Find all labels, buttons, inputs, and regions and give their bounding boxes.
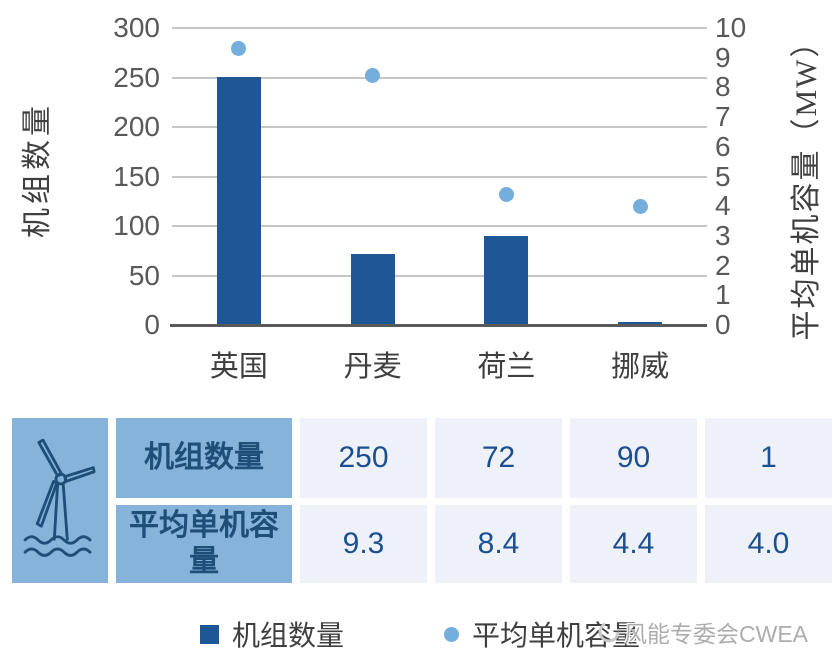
left-axis-title: 机组数量 bbox=[21, 102, 54, 238]
table-cell-avg-capacity-denmark: 8.4 bbox=[435, 505, 562, 583]
legend-item-avg-capacity: 平均单机容量 bbox=[444, 614, 640, 654]
x-axis-line bbox=[170, 324, 707, 327]
watermark-text: 风能专委会CWEA bbox=[624, 621, 808, 647]
left-axis-tick: 0 bbox=[144, 309, 160, 340]
right-axis-tick: 10 bbox=[715, 12, 747, 43]
table-row-label-unit-count: 机组数量 bbox=[116, 418, 292, 498]
right-axis-title: 平均单机容量（MW） bbox=[790, 25, 823, 341]
legend-label: 平均单机容量 bbox=[472, 621, 641, 652]
table-cell-avg-capacity-netherlands: 4.4 bbox=[570, 505, 697, 583]
dot-挪威 bbox=[632, 198, 648, 214]
right-axis-tick: 4 bbox=[715, 190, 731, 222]
x-label-挪威: 挪威 bbox=[611, 351, 670, 383]
x-label-丹麦: 丹麦 bbox=[343, 351, 402, 383]
right-axis-tick: 2 bbox=[715, 249, 731, 281]
right-axis-tick: 6 bbox=[715, 130, 731, 162]
bar-英国 bbox=[216, 77, 261, 325]
dot-英国 bbox=[231, 41, 247, 57]
legend-item-unit-count: 机组数量 bbox=[200, 614, 344, 654]
gridline bbox=[172, 274, 707, 277]
table-cell-unit-count-denmark: 72 bbox=[435, 418, 562, 498]
gridline bbox=[172, 27, 707, 29]
data-table: 机组数量 250 72 90 1 平均单机容量 9.3 8.4 4.4 4.0 bbox=[12, 418, 832, 583]
right-axis-tick: 0 bbox=[715, 309, 731, 340]
combo-chart: 机组数量 平均单机容量（MW） 0 50 100 150 200 250 300 0 1 2 3 4 5… bbox=[21, 12, 823, 383]
right-axis-tick: 7 bbox=[715, 101, 731, 133]
offshore-wind-turbine-icon bbox=[23, 438, 96, 557]
gridline bbox=[172, 76, 707, 79]
bar-挪威 bbox=[618, 322, 663, 325]
table-row-label-avg-capacity: 平均单机容量 bbox=[116, 505, 292, 583]
left-axis-tick: 150 bbox=[113, 160, 160, 192]
right-axis-tick: 5 bbox=[715, 160, 731, 192]
left-axis-tick: 300 bbox=[113, 12, 160, 43]
right-axis-tick: 9 bbox=[715, 41, 731, 73]
table-cell-avg-capacity-uk: 9.3 bbox=[300, 505, 427, 583]
x-label-荷兰: 荷兰 bbox=[477, 351, 536, 383]
table-cell-avg-capacity-norway: 4.0 bbox=[705, 505, 832, 583]
bar-荷兰 bbox=[484, 236, 529, 325]
table-cell-unit-count-norway: 1 bbox=[705, 418, 832, 498]
right-axis-tick: 1 bbox=[715, 279, 731, 311]
bar-series-marker-icon bbox=[200, 624, 219, 644]
left-axis-tick: 200 bbox=[113, 111, 160, 142]
dot-丹麦 bbox=[365, 68, 381, 84]
right-axis-tick: 3 bbox=[715, 219, 731, 251]
left-axis-tick: 250 bbox=[113, 61, 160, 93]
gridline bbox=[172, 175, 707, 178]
left-axis-tick: 50 bbox=[128, 259, 160, 291]
table-cell-unit-count-uk: 250 bbox=[300, 418, 427, 498]
gridline bbox=[172, 126, 707, 128]
table-cell-unit-count-netherlands: 90 bbox=[570, 418, 697, 498]
gridline bbox=[172, 225, 707, 227]
dot-荷兰 bbox=[498, 186, 514, 202]
legend-label: 机组数量 bbox=[232, 621, 345, 652]
left-axis-tick: 100 bbox=[113, 210, 160, 241]
right-axis-tick: 8 bbox=[715, 71, 731, 103]
scatter-series-marker-icon bbox=[444, 626, 459, 642]
bar-丹麦 bbox=[350, 254, 395, 325]
x-label-英国: 英国 bbox=[209, 351, 268, 383]
table-icon-cell bbox=[12, 418, 108, 583]
